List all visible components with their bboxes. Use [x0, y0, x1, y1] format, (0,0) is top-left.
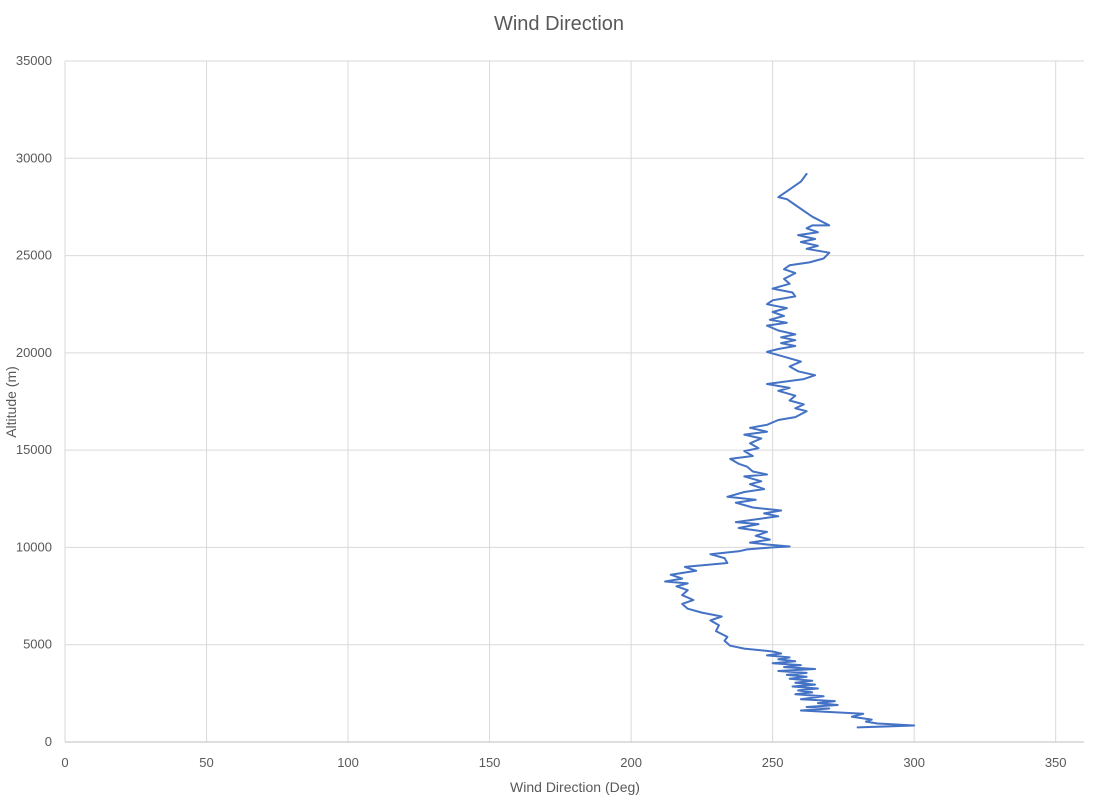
series-line [664, 172, 916, 729]
y-tick-label: 10000 [16, 539, 52, 554]
x-tick-label: 350 [1045, 755, 1067, 770]
x-tick-label: 0 [61, 755, 68, 770]
x-tick-labels: 0 50 100 150 200 250 300 350 [61, 755, 1066, 770]
chart-title: Wind Direction [494, 13, 624, 35]
x-tick-label: 200 [620, 755, 642, 770]
x-tick-label: 50 [199, 755, 213, 770]
y-tick-label: 25000 [16, 248, 52, 263]
x-tick-label: 300 [903, 755, 925, 770]
y-tick-label: 20000 [16, 345, 52, 360]
plot-area [664, 172, 916, 729]
grid-lines [64, 60, 1084, 742]
y-tick-labels: 0 5000 10000 15000 20000 25000 30000 35000 [16, 53, 52, 749]
y-tick-label: 5000 [23, 637, 52, 652]
y-tick-label: 35000 [16, 53, 52, 68]
x-axis-title: Wind Direction (Deg) [510, 779, 640, 795]
y-axis-title: Altitude (m) [3, 366, 19, 438]
y-tick-label: 30000 [16, 150, 52, 165]
x-tick-label: 150 [479, 755, 501, 770]
x-tick-label: 100 [337, 755, 359, 770]
y-tick-label: 15000 [16, 442, 52, 457]
y-tick-label: 0 [45, 734, 52, 749]
x-tick-label: 250 [762, 755, 784, 770]
